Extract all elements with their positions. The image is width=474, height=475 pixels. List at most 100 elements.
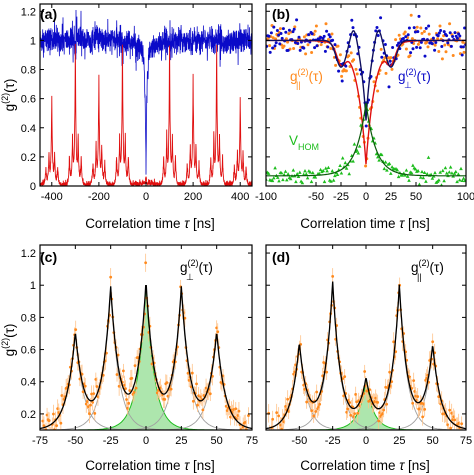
point-b-green — [374, 151, 379, 156]
point-b-orange — [329, 46, 333, 50]
svg-text:g(2)(τ): g(2)(τ) — [0, 79, 17, 112]
point-b-blue — [328, 35, 332, 39]
point-b-green — [463, 178, 466, 183]
point-b-blue — [364, 124, 368, 128]
point-b-green — [356, 151, 361, 155]
panel-c-fit — [40, 284, 252, 430]
panel-c-point — [237, 409, 241, 413]
panel-c-point — [95, 385, 99, 388]
point-b-green — [411, 163, 415, 167]
point-b-blue — [395, 43, 399, 47]
annot-b-gpar-sub: || — [296, 80, 301, 90]
panel-c-xtick-label: -25 — [103, 435, 119, 447]
point-b-blue — [287, 28, 291, 32]
point-b-blue — [433, 48, 437, 52]
point-b-blue — [411, 47, 415, 51]
panel-d-xtick-label: -25 — [325, 435, 341, 447]
point-b-blue — [313, 46, 317, 50]
series-a-red — [40, 43, 252, 186]
point-b-orange — [436, 37, 440, 41]
point-b-blue — [451, 34, 455, 38]
point-b-blue — [463, 26, 466, 30]
point-b-green — [333, 173, 337, 178]
point-b-blue — [295, 18, 299, 22]
point-b-blue — [404, 35, 408, 39]
point-b-blue — [319, 35, 323, 39]
point-b-blue — [280, 36, 284, 40]
point-b-orange — [376, 89, 380, 93]
point-b-green — [457, 178, 462, 182]
point-b-green — [426, 155, 431, 159]
point-b-orange — [425, 40, 429, 44]
point-b-blue — [430, 42, 434, 46]
point-b-green — [443, 165, 448, 170]
point-b-orange — [461, 40, 465, 44]
panel-c-point — [165, 381, 169, 385]
annot-b-gpar: g(2)(τ) — [290, 67, 323, 84]
panel-a-ytick-label: 0.8 — [21, 65, 36, 77]
panel-d-point — [312, 414, 316, 418]
point-b-blue — [333, 43, 337, 47]
point-b-green — [322, 179, 327, 184]
point-b-orange — [416, 42, 420, 46]
panel-d-point — [423, 407, 427, 411]
point-b-blue — [379, 16, 383, 20]
point-b-green — [355, 148, 359, 152]
panel-c-point — [81, 390, 85, 394]
point-b-orange — [274, 37, 278, 41]
point-b-blue — [453, 31, 457, 35]
point-b-blue — [272, 25, 276, 29]
panel-d-point — [314, 410, 318, 413]
panel-c-xtick-label: -50 — [67, 435, 83, 447]
panel-d-xtick-label: 25 — [393, 435, 405, 447]
panel-d-point — [268, 431, 271, 434]
panel-c-point — [83, 384, 87, 388]
point-b-orange — [437, 50, 441, 54]
point-b-green — [382, 166, 387, 171]
panel-d-point — [318, 402, 322, 406]
point-b-orange — [330, 32, 334, 36]
point-b-green — [270, 178, 275, 183]
point-b-blue — [291, 30, 295, 34]
panel-c-xtick-label: 0 — [143, 435, 149, 447]
point-b-blue — [440, 45, 444, 49]
point-b-blue — [281, 27, 285, 31]
panel-d-point — [353, 412, 357, 416]
panel-a-xtick-label: 200 — [184, 191, 202, 203]
point-b-green — [422, 170, 427, 175]
panel-a-ytick-label: 1.2 — [21, 6, 36, 18]
panel-c-point — [121, 369, 125, 373]
panel-tag-d: (d) — [272, 249, 290, 265]
panel-c-point — [241, 431, 244, 434]
point-b-blue — [445, 34, 449, 38]
point-b-orange — [389, 56, 393, 60]
point-b-blue — [323, 49, 327, 53]
point-b-blue — [437, 31, 441, 35]
panel-c-point — [234, 407, 238, 411]
point-b-green — [339, 171, 344, 175]
panel-b-xtick-label: -25 — [333, 191, 349, 203]
panel-c-ytick-label: 0.8 — [21, 312, 36, 324]
panel-d-point — [448, 408, 452, 412]
point-b-green — [304, 172, 309, 176]
point-b-green — [383, 160, 388, 164]
panel-d-point — [412, 379, 416, 383]
panel-c-ytick-label: 0.6 — [21, 345, 36, 357]
point-b-green — [403, 173, 407, 177]
point-b-green — [405, 174, 410, 178]
panel-c-point — [132, 390, 136, 394]
point-b-blue — [424, 26, 428, 30]
panel-d-point — [388, 370, 392, 374]
panel-d-point — [274, 446, 277, 449]
point-b-green — [294, 179, 298, 184]
panel-c-center-fill — [40, 285, 252, 430]
point-b-green — [439, 183, 444, 186]
point-b-green — [441, 168, 445, 173]
point-b-orange — [278, 27, 282, 31]
point-b-blue — [459, 45, 463, 49]
point-b-green — [454, 169, 458, 174]
panel-c-xtick-label: 50 — [211, 435, 223, 447]
point-b-orange — [338, 53, 342, 57]
panel-c-point — [124, 387, 127, 391]
point-b-green — [317, 171, 322, 176]
